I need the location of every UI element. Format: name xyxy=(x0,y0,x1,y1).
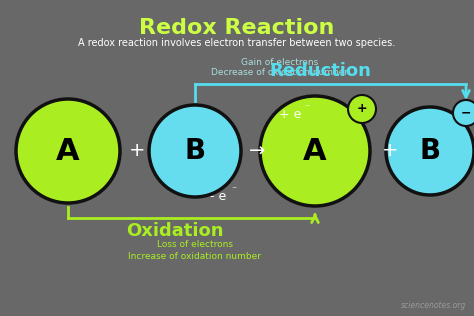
Text: ⁻: ⁻ xyxy=(231,185,237,195)
Circle shape xyxy=(453,100,474,126)
Text: →: → xyxy=(249,142,265,161)
Text: A redox reaction involves electron transfer between two species.: A redox reaction involves electron trans… xyxy=(78,38,396,48)
Text: Reduction: Reduction xyxy=(269,62,371,80)
Text: - e: - e xyxy=(210,190,226,203)
Text: +: + xyxy=(129,142,145,161)
Circle shape xyxy=(149,105,241,197)
Text: Decrease of oxidation number: Decrease of oxidation number xyxy=(211,68,348,77)
Text: Loss of electrons: Loss of electrons xyxy=(157,240,233,249)
Circle shape xyxy=(16,99,120,203)
Text: +: + xyxy=(382,142,398,161)
Text: Increase of oxidation number: Increase of oxidation number xyxy=(128,252,262,261)
Text: + e: + e xyxy=(279,107,301,120)
Circle shape xyxy=(348,95,376,123)
Text: +: + xyxy=(357,102,367,116)
Text: ⁻: ⁻ xyxy=(304,103,310,113)
Circle shape xyxy=(386,107,474,195)
Text: sciencenotes.org: sciencenotes.org xyxy=(401,301,466,310)
Text: A: A xyxy=(56,137,80,166)
Text: B: B xyxy=(184,137,206,165)
Circle shape xyxy=(260,96,370,206)
Text: Oxidation: Oxidation xyxy=(126,222,224,240)
Text: −: − xyxy=(461,106,471,119)
Text: A: A xyxy=(303,137,327,166)
Text: Gain of electrons: Gain of electrons xyxy=(241,58,319,67)
Text: B: B xyxy=(419,137,440,165)
Text: Redox Reaction: Redox Reaction xyxy=(139,18,335,38)
